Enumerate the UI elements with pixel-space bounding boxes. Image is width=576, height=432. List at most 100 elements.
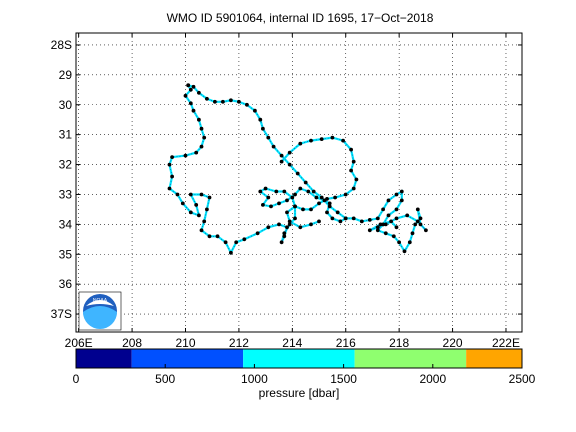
profile-point — [191, 84, 196, 89]
pressure-colorbar — [76, 349, 522, 368]
grid-lines — [76, 33, 522, 332]
profile-point — [386, 198, 391, 203]
profile-point — [298, 186, 303, 191]
profile-point — [330, 216, 335, 221]
profile-point — [277, 201, 281, 206]
profile-point — [359, 219, 364, 224]
profile-point — [221, 99, 225, 104]
profile-point — [175, 192, 180, 197]
profile-point — [279, 240, 284, 245]
profile-point — [170, 174, 175, 179]
profile-point — [290, 195, 295, 200]
profile-point — [293, 216, 297, 221]
colorbar-tick-label: 500 — [155, 372, 175, 386]
colorbar-ticks: 0 500 1000 1500 2000 2500 — [73, 364, 536, 386]
profile-point — [418, 216, 423, 221]
y-tick-label: 28S — [51, 38, 72, 52]
profile-point — [183, 93, 188, 98]
profile-point — [167, 186, 172, 191]
colorbar-segment — [466, 349, 522, 368]
profile-point — [202, 219, 207, 224]
y-tick-label: 29 — [59, 68, 73, 82]
profile-point — [407, 240, 412, 245]
profile-point — [338, 219, 343, 224]
profile-point — [191, 108, 196, 113]
profile-point — [242, 237, 247, 242]
profile-point — [301, 207, 305, 212]
profile-point — [183, 153, 188, 158]
profile-point — [394, 216, 399, 221]
profile-point — [405, 213, 410, 218]
profile-point — [311, 189, 316, 194]
profile-point — [285, 198, 289, 203]
profile-point — [386, 213, 391, 218]
profile-point — [271, 144, 276, 149]
profile-point — [215, 234, 220, 239]
profile-point — [282, 231, 287, 236]
profile-point — [245, 102, 249, 107]
x-tick-label: 218 — [389, 336, 409, 350]
x-tick-label: 206E — [65, 336, 93, 350]
y-tick-label: 30 — [59, 98, 73, 112]
profile-point — [381, 222, 385, 227]
profile-point — [341, 138, 345, 143]
colorbar-tick-label: 2000 — [419, 372, 446, 386]
plot-frame — [75, 32, 523, 333]
y-tick-label: 36 — [59, 277, 73, 291]
profile-point — [319, 195, 324, 200]
profile-point — [253, 108, 257, 113]
profile-point — [274, 189, 279, 194]
profile-point — [295, 171, 300, 176]
profile-point — [279, 159, 284, 164]
profile-point — [269, 204, 273, 209]
profile-point — [399, 189, 404, 194]
noaa-logo: NOAA — [78, 291, 122, 331]
profile-point — [410, 231, 415, 236]
profile-point — [229, 250, 233, 255]
profile-point — [351, 186, 356, 191]
y-tick-label: 33 — [59, 187, 73, 201]
profile-point — [170, 155, 175, 160]
profile-point — [223, 240, 228, 245]
profile-point — [327, 204, 332, 209]
profile-point — [282, 189, 287, 194]
float-tracks — [168, 84, 427, 256]
profile-point — [317, 201, 321, 206]
profile-point — [383, 222, 388, 227]
profile-point — [351, 216, 356, 221]
x-tick-label: 222E — [492, 336, 520, 350]
profile-point — [167, 162, 172, 167]
colorbar-segment — [243, 349, 355, 368]
profile-point — [207, 234, 212, 239]
profile-point — [424, 228, 428, 233]
profile-point — [199, 228, 204, 233]
colorbar-frame — [75, 348, 523, 369]
y-tick-label: 34 — [59, 217, 73, 231]
profile-point — [314, 195, 319, 200]
profile-point — [285, 210, 289, 215]
profile-point — [298, 225, 303, 230]
colorbar-segment — [354, 349, 467, 368]
profile-point — [207, 195, 212, 200]
profile-point — [202, 135, 207, 140]
profile-point — [188, 101, 193, 106]
profile-point — [375, 228, 380, 233]
profile-point — [381, 207, 385, 212]
profile-point — [197, 90, 201, 95]
profile-point — [343, 216, 348, 221]
track-line-1 — [168, 84, 348, 256]
colorbar-tick-label: 1000 — [241, 372, 268, 386]
profile-point — [180, 201, 185, 206]
profile-point — [319, 137, 324, 142]
profile-point — [287, 150, 292, 155]
profile-point — [399, 198, 404, 203]
profile-point — [351, 159, 356, 164]
x-tick-label: 214 — [282, 336, 302, 350]
y-tick-label: 35 — [59, 247, 73, 261]
noaa-logo-text: NOAA — [93, 298, 108, 304]
y-axis-ticks: 28S 29 30 31 32 33 34 35 36 37S — [51, 38, 522, 321]
profile-point — [258, 117, 263, 122]
profile-point — [205, 207, 209, 212]
chart-title: WMO ID 5901064, internal ID 1695, 17−Oct… — [167, 11, 434, 25]
